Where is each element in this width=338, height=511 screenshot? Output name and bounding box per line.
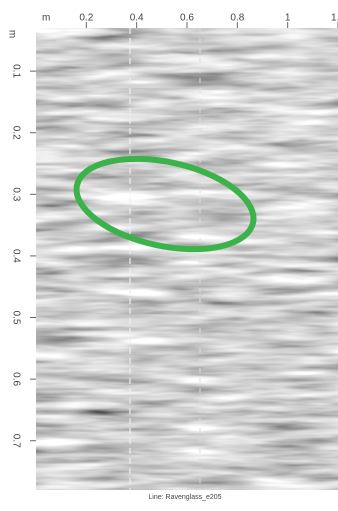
- y-tick-label: 0.4: [10, 249, 21, 263]
- y-tick-label: 0.3: [10, 187, 21, 201]
- x-tick-label: 0.6: [180, 13, 194, 24]
- y-tick-label: 0.7: [10, 434, 21, 448]
- x-axis-label: m: [42, 13, 50, 24]
- x-tick-label: 0.4: [130, 13, 144, 24]
- radar-image: [36, 28, 338, 490]
- caption: Line: Ravenglass_e205: [148, 494, 221, 501]
- x-tick-label: 1.2: [331, 13, 338, 24]
- x-tick-label: 0.8: [230, 13, 244, 24]
- y-axis-label: m: [6, 30, 17, 38]
- y-tick-label: 0.5: [10, 311, 21, 325]
- x-tick-label: 0.2: [79, 13, 93, 24]
- y-tick-label: 0.6: [10, 372, 21, 386]
- y-tick-label: 0.2: [10, 126, 21, 140]
- y-tick-label: 0.1: [10, 64, 21, 78]
- chart: m m Line: Ravenglass_e205 0.2 0.4 0.6 0.8 1 1…: [0, 0, 338, 506]
- x-tick-label: 1: [285, 13, 291, 24]
